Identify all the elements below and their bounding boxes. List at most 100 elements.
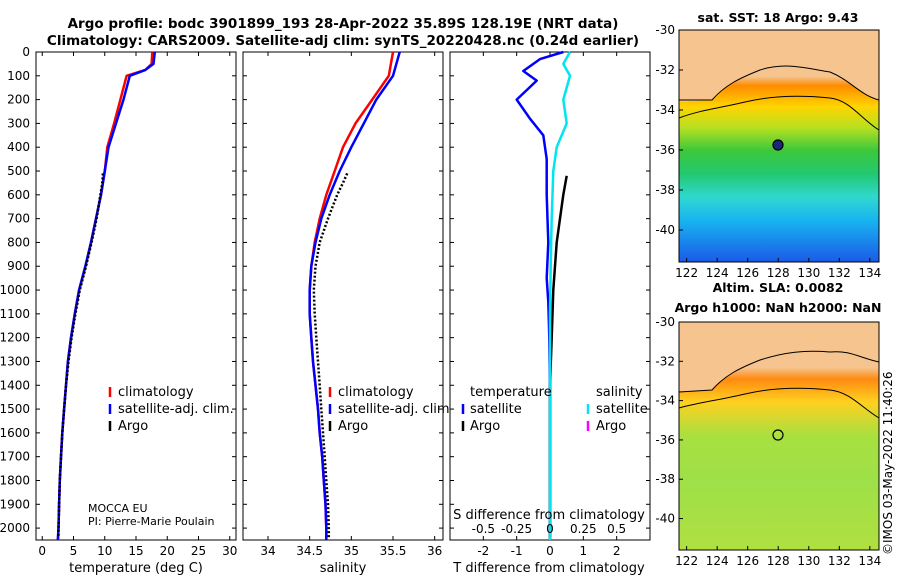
depth-tick-label: 500 [7, 164, 30, 178]
title-line1: Argo profile: bodc 3901899_193 28-Apr-20… [68, 16, 619, 32]
depth-tick-label: 1900 [0, 497, 30, 511]
depth-tick-label: 100 [7, 69, 30, 83]
depth-tick-label: 1100 [0, 307, 30, 321]
sla-land [679, 322, 879, 392]
depth-tick-label: 300 [7, 116, 30, 130]
x-tick-label: -2 [477, 544, 489, 558]
difference-panel: -2 -1 0 1 2 T difference from climatology S … [449, 50, 651, 576]
x-tick-label: 34 [260, 544, 275, 558]
legend-argo: Argo [118, 419, 148, 434]
lat-tick-label: -32 [655, 354, 675, 368]
lon-tick-label: 130 [797, 266, 820, 280]
x-tick-label: 20 [160, 544, 175, 558]
legend-climatology: climatology [118, 385, 194, 400]
sst-contour [678, 95, 880, 131]
lon-tick-label: 134 [858, 266, 881, 280]
x-tick-label: -1 [511, 544, 523, 558]
lon-tick-label: 122 [675, 554, 698, 568]
s-diff-tick-label: 0.5 [607, 522, 626, 536]
lon-tick-label: 122 [675, 266, 698, 280]
depth-tick-label: 600 [7, 188, 30, 202]
lat-tick-label: -30 [655, 315, 675, 329]
sla-map: Altim. SLA: 0.0082 Argo h1000: NaN h2000… [655, 280, 881, 568]
legend-satellite: satellite-adj. clim. [118, 402, 234, 417]
depth-tick-label: 1300 [0, 354, 30, 368]
legend-climatology: climatology [338, 385, 414, 400]
depth-tick-label: 2000 [0, 521, 30, 535]
legend-t-argo: Argo [470, 419, 500, 434]
sla-map-title1: Altim. SLA: 0.0082 [713, 280, 844, 295]
s-diff-tick-label: -0.25 [501, 522, 532, 536]
salinity-difference-ticks: -0.5 -0.25 0 0.25 0.5 [472, 522, 627, 536]
x-tick-label: 5 [70, 544, 78, 558]
lat-tick-label: -36 [655, 143, 675, 157]
sst-map-frame [678, 29, 880, 263]
lat-tick-label: -34 [655, 103, 675, 117]
x-tick-label: 35 [344, 544, 359, 558]
title-line2: Climatology: CARS2009. Satellite-adj cli… [47, 33, 639, 49]
temperature-xlabel: temperature (deg C) [69, 561, 203, 576]
salinity-ticks: 34 34.5 35 35.5 36 [243, 51, 443, 558]
lon-tick-label: 126 [736, 554, 759, 568]
lat-tick-label: -32 [655, 63, 675, 77]
sst-coastline [679, 65, 880, 101]
x-tick-label: 0 [38, 544, 46, 558]
salinity-panel: 34 34.5 35 35.5 36 salinity climatology sate… [242, 51, 454, 576]
depth-tick-label: 1700 [0, 450, 30, 464]
depth-tick-label: 1000 [0, 283, 30, 297]
lat-tick-label: -34 [655, 394, 675, 408]
sla-map-frame [678, 321, 880, 551]
x-tick-label: 36 [427, 544, 442, 558]
lon-tick-label: 128 [767, 266, 790, 280]
lon-tick-label: 132 [828, 266, 851, 280]
salinity-plot-frame [242, 51, 444, 541]
credit-line1: MOCCA EU [88, 502, 148, 515]
sla-map-axes: -30 -32 -34 -36 -38 -40 122 124 126 128 130 132 134 [655, 315, 881, 568]
difference-xlabel: T difference from climatology [452, 561, 645, 576]
lat-tick-label: -30 [655, 23, 675, 37]
series-line-salinity-satellite [548, 51, 572, 540]
sst-map-axes: -30 -32 -34 -36 -38 -40 122 124 126 128 130 132 134 [655, 23, 881, 280]
temperature-plot-frame [35, 51, 237, 541]
depth-tick-label: 700 [7, 212, 30, 226]
s-diff-tick-label: 0.25 [570, 522, 597, 536]
lat-tick-label: -38 [655, 472, 675, 486]
temperature-legend: climatology satellite-adj. clim. Argo [108, 385, 234, 434]
difference-series [515, 50, 572, 540]
x-tick-label: 1 [580, 544, 588, 558]
depth-tick-label: 400 [7, 140, 30, 154]
difference-legend: temperature salinity satellite Argo sate… [461, 385, 648, 434]
x-tick-label: 25 [191, 544, 206, 558]
difference-xlabel2: S difference from climatology [453, 508, 645, 523]
lon-tick-label: 128 [767, 554, 790, 568]
lat-tick-label: -40 [655, 512, 675, 526]
depth-tick-label: 200 [7, 93, 30, 107]
x-tick-label: 34.5 [296, 544, 323, 558]
series-line-satellite-adj-clim- [308, 51, 401, 540]
depth-tick-label: 1500 [0, 402, 30, 416]
depth-tick-label: 1200 [0, 331, 30, 345]
lat-tick-label: -36 [655, 433, 675, 447]
x-tick-label: 10 [97, 544, 112, 558]
x-tick-label: 30 [222, 544, 237, 558]
legend-satellite: satellite-adj. clim. [338, 402, 454, 417]
sla-coastline [678, 350, 880, 393]
lon-tick-label: 124 [706, 266, 729, 280]
lat-tick-label: -38 [655, 183, 675, 197]
x-tick-label: 15 [128, 544, 143, 558]
depth-tick-label: 1600 [0, 426, 30, 440]
sst-argo-location [772, 139, 784, 151]
lon-tick-label: 124 [706, 554, 729, 568]
legend-argo: Argo [338, 419, 368, 434]
salinity-series [308, 51, 401, 540]
legend-title-temperature: temperature [470, 385, 552, 400]
depth-tick-label: 0 [22, 45, 30, 59]
x-tick-label: 0 [546, 544, 554, 558]
lat-tick-label: -40 [655, 223, 675, 237]
legend-s-satellite: satellite [596, 402, 648, 417]
temperature-series [56, 51, 157, 541]
lon-tick-label: 126 [736, 266, 759, 280]
depth-tick-label: 800 [7, 235, 30, 249]
lon-tick-label: 134 [858, 554, 881, 568]
